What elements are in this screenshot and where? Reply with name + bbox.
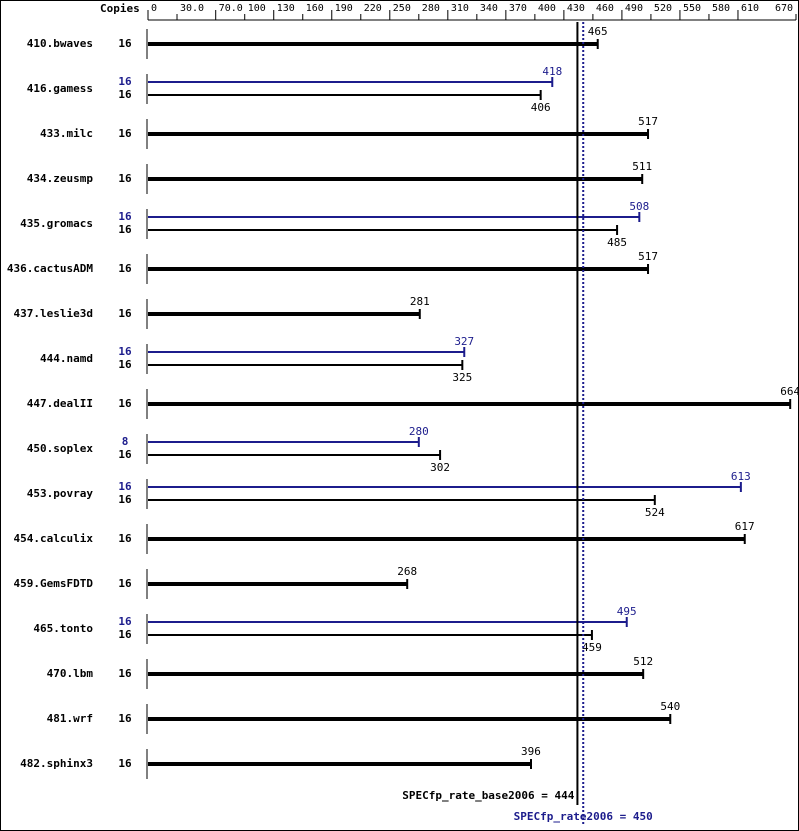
base-copies: 16 <box>118 757 132 770</box>
x-tick-label: 520 <box>654 3 672 14</box>
base-copies: 16 <box>118 628 132 641</box>
base-value-label: 485 <box>607 236 627 249</box>
x-tick-label: 490 <box>625 3 643 14</box>
benchmark-name: 481.wrf <box>47 712 93 725</box>
benchmark-name: 482.sphinx3 <box>20 757 93 770</box>
benchmark-name: 410.bwaves <box>27 37 93 50</box>
x-tick-label: 400 <box>538 3 556 14</box>
x-tick-label: 250 <box>393 3 411 14</box>
base-value-label: 517 <box>638 115 658 128</box>
base-copies: 16 <box>118 448 132 461</box>
peak-copies: 16 <box>118 345 132 358</box>
benchmark-name: 459.GemsFDTD <box>14 577 94 590</box>
x-tick-label: 130 <box>277 3 295 14</box>
base-value-label: 281 <box>410 295 430 308</box>
peak-value-label: 327 <box>454 335 474 348</box>
base-value-label: 617 <box>735 520 755 533</box>
x-tick-label: 220 <box>364 3 382 14</box>
peak-value-label: 418 <box>542 65 562 78</box>
x-tick-label: 310 <box>451 3 469 14</box>
benchmark-name: 436.cactusADM <box>7 262 93 275</box>
base-copies: 16 <box>118 88 132 101</box>
x-tick-label: 670 <box>775 3 793 14</box>
peak-copies: 16 <box>118 480 132 493</box>
copies-header: Copies <box>100 2 140 15</box>
peak-value-label: 280 <box>409 425 429 438</box>
base-copies: 16 <box>118 127 132 140</box>
peak-value-label: 613 <box>731 470 751 483</box>
benchmark-name: 465.tonto <box>33 622 93 635</box>
base-value-label: 517 <box>638 250 658 263</box>
x-tick-label: 100 <box>248 3 266 14</box>
peak-copies: 16 <box>118 210 132 223</box>
base-copies: 16 <box>118 712 132 725</box>
base-value-label: 512 <box>633 655 653 668</box>
base-copies: 16 <box>118 532 132 545</box>
base-value-label: 459 <box>582 641 602 654</box>
base-copies: 16 <box>118 223 132 236</box>
base-value-label: 465 <box>588 25 608 38</box>
base-value-label: 268 <box>397 565 417 578</box>
benchmark-name: 453.povray <box>27 487 94 500</box>
benchmark-name: 444.namd <box>40 352 93 365</box>
benchmark-name: 435.gromacs <box>20 217 93 230</box>
benchmark-name: 450.soplex <box>27 442 94 455</box>
reference-label: SPECfp_rate2006 = 450 <box>514 810 653 823</box>
peak-copies: 8 <box>122 435 129 448</box>
x-tick-label: 190 <box>335 3 353 14</box>
benchmark-name: 416.gamess <box>27 82 93 95</box>
x-tick-label: 550 <box>683 3 701 14</box>
peak-copies: 16 <box>118 75 132 88</box>
x-tick-label: 430 <box>567 3 585 14</box>
base-copies: 16 <box>118 262 132 275</box>
base-value-label: 524 <box>645 506 665 519</box>
base-copies: 16 <box>118 37 132 50</box>
x-tick-label: 610 <box>741 3 759 14</box>
base-value-label: 540 <box>660 700 680 713</box>
base-value-label: 664 <box>780 385 799 398</box>
x-tick-label: 280 <box>422 3 440 14</box>
x-tick-label: 370 <box>509 3 527 14</box>
x-tick-label: 0 <box>151 3 157 14</box>
benchmark-name: 434.zeusmp <box>27 172 94 185</box>
base-copies: 16 <box>118 172 132 185</box>
base-value-label: 511 <box>632 160 652 173</box>
benchmark-name: 470.lbm <box>47 667 94 680</box>
base-value-label: 396 <box>521 745 541 758</box>
benchmark-name: 437.leslie3d <box>14 307 93 320</box>
base-value-label: 302 <box>430 461 450 474</box>
benchmark-name: 454.calculix <box>14 532 94 545</box>
benchmark-name: 433.milc <box>40 127 93 140</box>
x-tick-label: 460 <box>596 3 614 14</box>
base-copies: 16 <box>118 577 132 590</box>
x-tick-label: 340 <box>480 3 498 14</box>
peak-value-label: 508 <box>629 200 649 213</box>
peak-value-label: 495 <box>617 605 637 618</box>
base-copies: 16 <box>118 358 132 371</box>
base-copies: 16 <box>118 493 132 506</box>
x-tick-label: 30.0 <box>180 3 204 14</box>
x-tick-label: 580 <box>712 3 730 14</box>
x-tick-label: 160 <box>306 3 324 14</box>
base-copies: 16 <box>118 667 132 680</box>
base-copies: 16 <box>118 397 132 410</box>
peak-copies: 16 <box>118 615 132 628</box>
base-value-label: 325 <box>452 371 472 384</box>
benchmark-name: 447.dealII <box>27 397 93 410</box>
reference-label: SPECfp_rate_base2006 = 444 <box>402 789 575 802</box>
base-value-label: 406 <box>531 101 551 114</box>
x-tick-label: 70.0 <box>219 3 243 14</box>
base-copies: 16 <box>118 307 132 320</box>
